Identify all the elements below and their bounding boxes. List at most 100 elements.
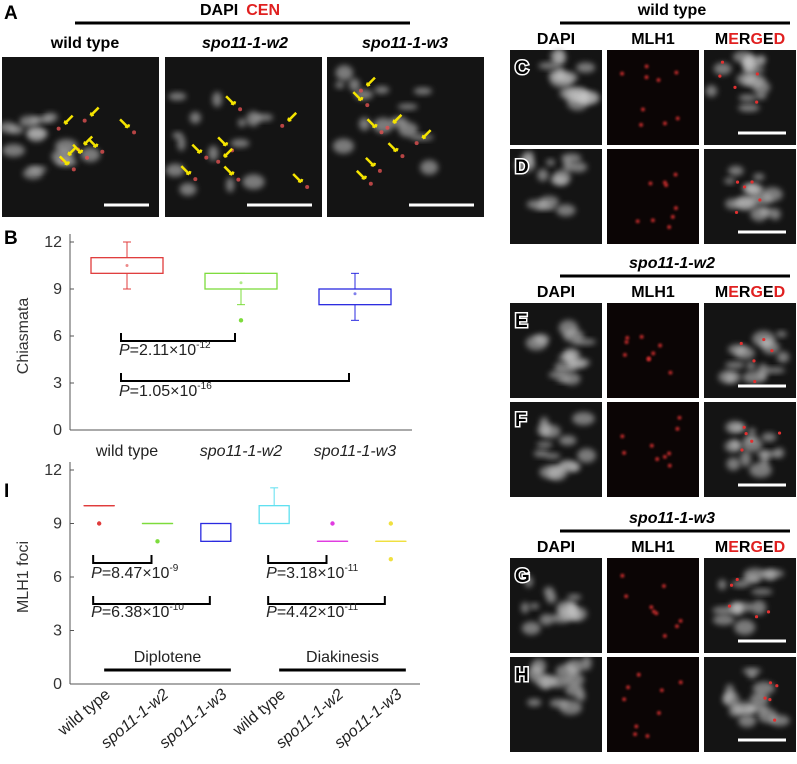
chromatin: [775, 330, 787, 338]
arrow: [89, 106, 100, 117]
micrograph: [607, 402, 699, 497]
chromatin: [230, 139, 250, 148]
focus: [667, 451, 671, 456]
p-symbol: P: [266, 604, 277, 621]
chromatin: [524, 575, 533, 588]
cen: [368, 181, 373, 186]
arrow: [225, 95, 237, 106]
focus: [675, 427, 680, 431]
p-value: P=3.18×10-11: [266, 563, 358, 582]
group-title: wild type: [637, 2, 707, 19]
chromatin: [752, 681, 775, 695]
header-dapi: DAPI: [200, 2, 238, 19]
chromatin: [546, 592, 557, 604]
p-text: =1.05×10: [130, 383, 198, 400]
cen: [358, 88, 363, 93]
arrow: [58, 155, 70, 166]
chromatin: [177, 135, 186, 151]
p-value: P=6.38×10-10: [91, 602, 184, 621]
chromatin: [536, 441, 553, 448]
merged-letter: D: [774, 31, 786, 48]
focus: [674, 206, 678, 210]
chromatin: [725, 361, 746, 369]
merged-letter: G: [750, 284, 762, 301]
p-exponent: -12: [196, 340, 211, 351]
outlier: [96, 521, 102, 526]
focus: [674, 70, 679, 75]
arrow: [119, 118, 131, 129]
arrow: [421, 129, 432, 140]
chromatin: [705, 85, 718, 97]
chromatin: [743, 57, 754, 73]
chromatin: [521, 602, 530, 614]
column-label: MERGED: [715, 31, 785, 48]
p-exponent: -16: [197, 381, 212, 392]
panel-label: H: [515, 665, 529, 686]
chromatin: [572, 411, 595, 426]
chromatin: [374, 86, 390, 94]
p-text: =6.38×10: [102, 604, 170, 621]
chromatin: [398, 122, 418, 138]
chromatin: [756, 54, 767, 64]
merged-letter: E: [728, 284, 739, 301]
focus: [651, 351, 656, 356]
y-tick-label: 9: [53, 516, 62, 533]
chromatin: [556, 600, 578, 616]
focus: [644, 75, 649, 79]
arrow: [365, 76, 376, 87]
focus: [753, 379, 757, 384]
focus: [645, 734, 650, 738]
chromatin: [738, 714, 757, 728]
focus: [622, 697, 626, 702]
chromatin: [27, 126, 46, 142]
chromatin: [712, 614, 735, 626]
micrograph: [510, 402, 602, 497]
p-symbol: P: [119, 383, 130, 400]
focus: [675, 624, 679, 629]
chromatin: [539, 465, 563, 479]
mean: [239, 281, 243, 285]
chromatin: [740, 451, 752, 467]
focus: [754, 615, 759, 619]
chromatin: [208, 145, 219, 161]
cen: [85, 155, 90, 160]
chromatin: [558, 435, 577, 446]
chromatin: [533, 449, 549, 458]
cen: [379, 130, 384, 135]
p-value: P=2.11×10-12: [119, 340, 211, 359]
chromatin: [237, 118, 247, 128]
cen: [280, 123, 285, 128]
mean: [353, 292, 357, 296]
x-tick-label: wild type: [229, 686, 288, 740]
chromatin: [728, 344, 748, 355]
focus: [734, 210, 739, 215]
focus: [671, 215, 675, 219]
p-symbol: P: [119, 342, 130, 359]
p-text: =3.18×10: [277, 565, 345, 582]
p-text: =8.47×10: [102, 565, 170, 582]
chromatin: [348, 78, 361, 92]
chromatin: [541, 424, 561, 439]
chromatin: [27, 165, 47, 173]
focus: [625, 336, 630, 340]
chromatin: [565, 659, 585, 674]
focus: [664, 183, 668, 187]
cen: [216, 159, 221, 164]
chromatin: [168, 92, 187, 101]
chromatin: [566, 358, 591, 368]
box: [204, 272, 278, 290]
focus: [624, 340, 629, 344]
focus: [620, 434, 625, 439]
chromatin: [527, 665, 543, 682]
micrograph: [607, 149, 699, 244]
micrograph: [704, 558, 796, 653]
group-label: Diakinesis: [306, 649, 379, 666]
focus: [635, 219, 640, 224]
y-tick-label: 6: [53, 569, 62, 586]
arrow: [191, 143, 203, 154]
chromatin: [246, 111, 261, 127]
p-value: P=1.05×10-16: [119, 381, 212, 400]
micrograph: [607, 558, 699, 653]
image-bg: [607, 149, 699, 244]
panel-label: A: [4, 3, 18, 24]
